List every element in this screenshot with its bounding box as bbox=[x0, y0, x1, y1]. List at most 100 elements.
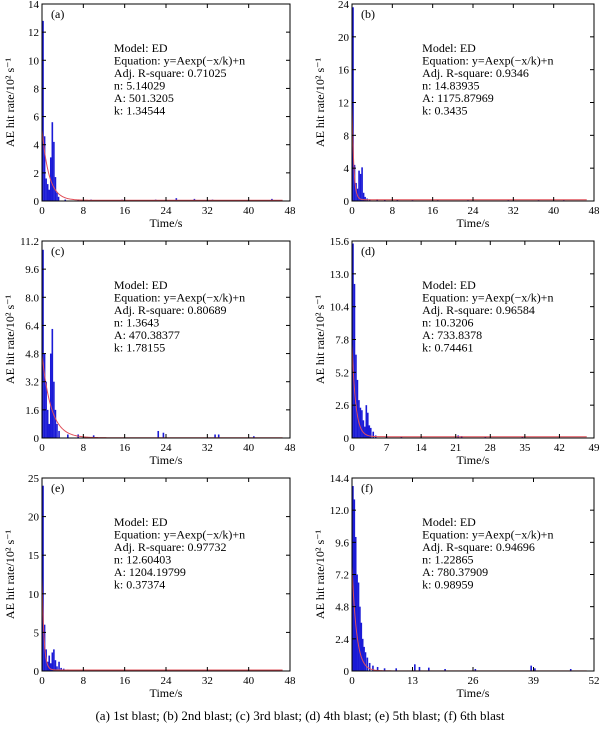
x-tick-label: 52 bbox=[589, 675, 600, 687]
y-tick-label: 5 bbox=[34, 627, 40, 639]
bar bbox=[58, 661, 60, 671]
bar bbox=[372, 665, 374, 671]
x-tick-label: 16 bbox=[427, 205, 439, 217]
fit-annotation-line: k: 0.74461 bbox=[422, 341, 473, 355]
y-tick-label: 6.4 bbox=[25, 320, 39, 332]
y-tick-label: 10 bbox=[28, 589, 40, 601]
panel-label: (b) bbox=[361, 7, 375, 21]
fit-annotation-line: Adj. R-square: 0.96584 bbox=[422, 303, 535, 317]
y-tick-label: 10 bbox=[28, 55, 40, 67]
y-tick-label: 1.6 bbox=[25, 405, 39, 417]
y-tick-label: 0 bbox=[344, 433, 350, 445]
bar bbox=[60, 667, 62, 671]
fit-annotation-line: Model: ED bbox=[422, 278, 476, 292]
chart-panel-e: 0 8 16 24 32 40 48 0 5 10 15 20 25 Time/s AE hit rate/… bbox=[3, 473, 296, 700]
fit-curve bbox=[42, 354, 283, 438]
panel-label: (c) bbox=[51, 244, 64, 258]
x-axis-label: Time/s bbox=[150, 216, 183, 230]
bar bbox=[353, 164, 356, 201]
fit-annotation-line: Model: ED bbox=[114, 515, 168, 529]
y-tick-label: 14.4 bbox=[330, 473, 350, 485]
bar bbox=[46, 409, 49, 438]
bar bbox=[414, 664, 416, 671]
fit-annotation-line: k: 0.3435 bbox=[422, 104, 467, 118]
fit-annotation-line: Equation: y=Aexp(−x/k)+n bbox=[114, 291, 245, 305]
bar bbox=[56, 423, 58, 438]
x-tick-label: 24 bbox=[161, 442, 173, 454]
bar bbox=[57, 196, 60, 201]
x-tick-label: 40 bbox=[548, 205, 560, 217]
fit-annotation-line: Adj. R-square: 0.80689 bbox=[114, 303, 227, 317]
x-tick-label: 21 bbox=[450, 442, 461, 454]
x-tick-label: 48 bbox=[285, 675, 297, 687]
y-tick-label: 25 bbox=[28, 473, 40, 485]
bar bbox=[427, 667, 430, 671]
bar bbox=[214, 434, 216, 438]
x-tick-label: 7 bbox=[384, 442, 390, 454]
x-tick-label: 16 bbox=[119, 442, 131, 454]
y-tick-label: 12 bbox=[28, 27, 39, 39]
y-tick-label: 12.0 bbox=[330, 505, 350, 517]
x-tick-label: 40 bbox=[243, 442, 255, 454]
y-tick-label: 20 bbox=[28, 512, 40, 524]
bar bbox=[362, 192, 365, 201]
chart-panel-f: 0 13 26 39 52 0 2.4 4.8 7.2 9.6 12.0 14.4 Time/s AE h… bbox=[313, 473, 600, 700]
fit-annotation-line: Equation: y=Aexp(−x/k)+n bbox=[422, 291, 553, 305]
bar bbox=[534, 668, 536, 671]
bar bbox=[49, 663, 52, 671]
bar bbox=[253, 436, 255, 438]
bar bbox=[484, 436, 487, 438]
bar bbox=[372, 431, 375, 438]
x-axis-label: Time/s bbox=[150, 453, 183, 467]
bar bbox=[354, 536, 357, 671]
bar bbox=[49, 353, 52, 438]
bar bbox=[521, 436, 524, 438]
fit-annotation-line: n: 5.14029 bbox=[114, 79, 165, 93]
bar bbox=[53, 649, 55, 671]
fit-annotation-line: n: 14.83935 bbox=[422, 79, 479, 93]
x-tick-label: 40 bbox=[243, 205, 255, 217]
y-tick-label: 12 bbox=[338, 98, 349, 110]
x-tick-label: 26 bbox=[468, 675, 480, 687]
y-axis-label: AE hit rate/10² s⁻¹ bbox=[3, 58, 17, 148]
bar bbox=[217, 434, 220, 438]
bar bbox=[51, 652, 54, 671]
y-tick-label: 13.0 bbox=[330, 269, 350, 281]
x-tick-label: 13 bbox=[407, 675, 419, 687]
bar bbox=[366, 657, 369, 671]
fit-annotation-line: k: 0.98959 bbox=[422, 578, 473, 592]
x-tick-label: 40 bbox=[243, 675, 255, 687]
bar bbox=[383, 668, 386, 671]
fit-annotation-line: Equation: y=Aexp(−x/k)+n bbox=[422, 54, 553, 68]
y-tick-label: 10.4 bbox=[330, 302, 350, 314]
y-axis-label: AE hit rate/10² s⁻¹ bbox=[313, 295, 327, 385]
x-tick-label: 0 bbox=[39, 442, 45, 454]
bar bbox=[361, 410, 363, 438]
bar bbox=[359, 407, 362, 438]
bar bbox=[54, 177, 57, 201]
x-tick-label: 0 bbox=[39, 675, 45, 687]
y-tick-label: 24 bbox=[338, 0, 350, 11]
bar bbox=[58, 430, 60, 438]
fit-curve bbox=[42, 577, 283, 671]
fit-annotation-line: Equation: y=Aexp(−x/k)+n bbox=[422, 528, 553, 542]
y-tick-label: 0 bbox=[34, 433, 40, 445]
y-tick-label: 4 bbox=[344, 163, 350, 175]
bar bbox=[569, 668, 572, 671]
x-tick-label: 24 bbox=[161, 205, 173, 217]
fit-annotation-line: k: 1.78155 bbox=[114, 341, 165, 355]
y-tick-label: 7.8 bbox=[335, 335, 349, 347]
x-tick-label: 16 bbox=[119, 675, 131, 687]
fit-annotation-line: A: 1204.19799 bbox=[114, 565, 186, 579]
x-tick-label: 24 bbox=[161, 675, 173, 687]
bar bbox=[162, 432, 165, 438]
bar bbox=[530, 665, 532, 671]
y-tick-label: 20 bbox=[338, 32, 350, 44]
y-tick-label: 3.2 bbox=[25, 377, 39, 389]
bar bbox=[355, 354, 357, 438]
bar bbox=[359, 606, 361, 671]
bar bbox=[352, 243, 354, 438]
bar bbox=[364, 196, 366, 201]
